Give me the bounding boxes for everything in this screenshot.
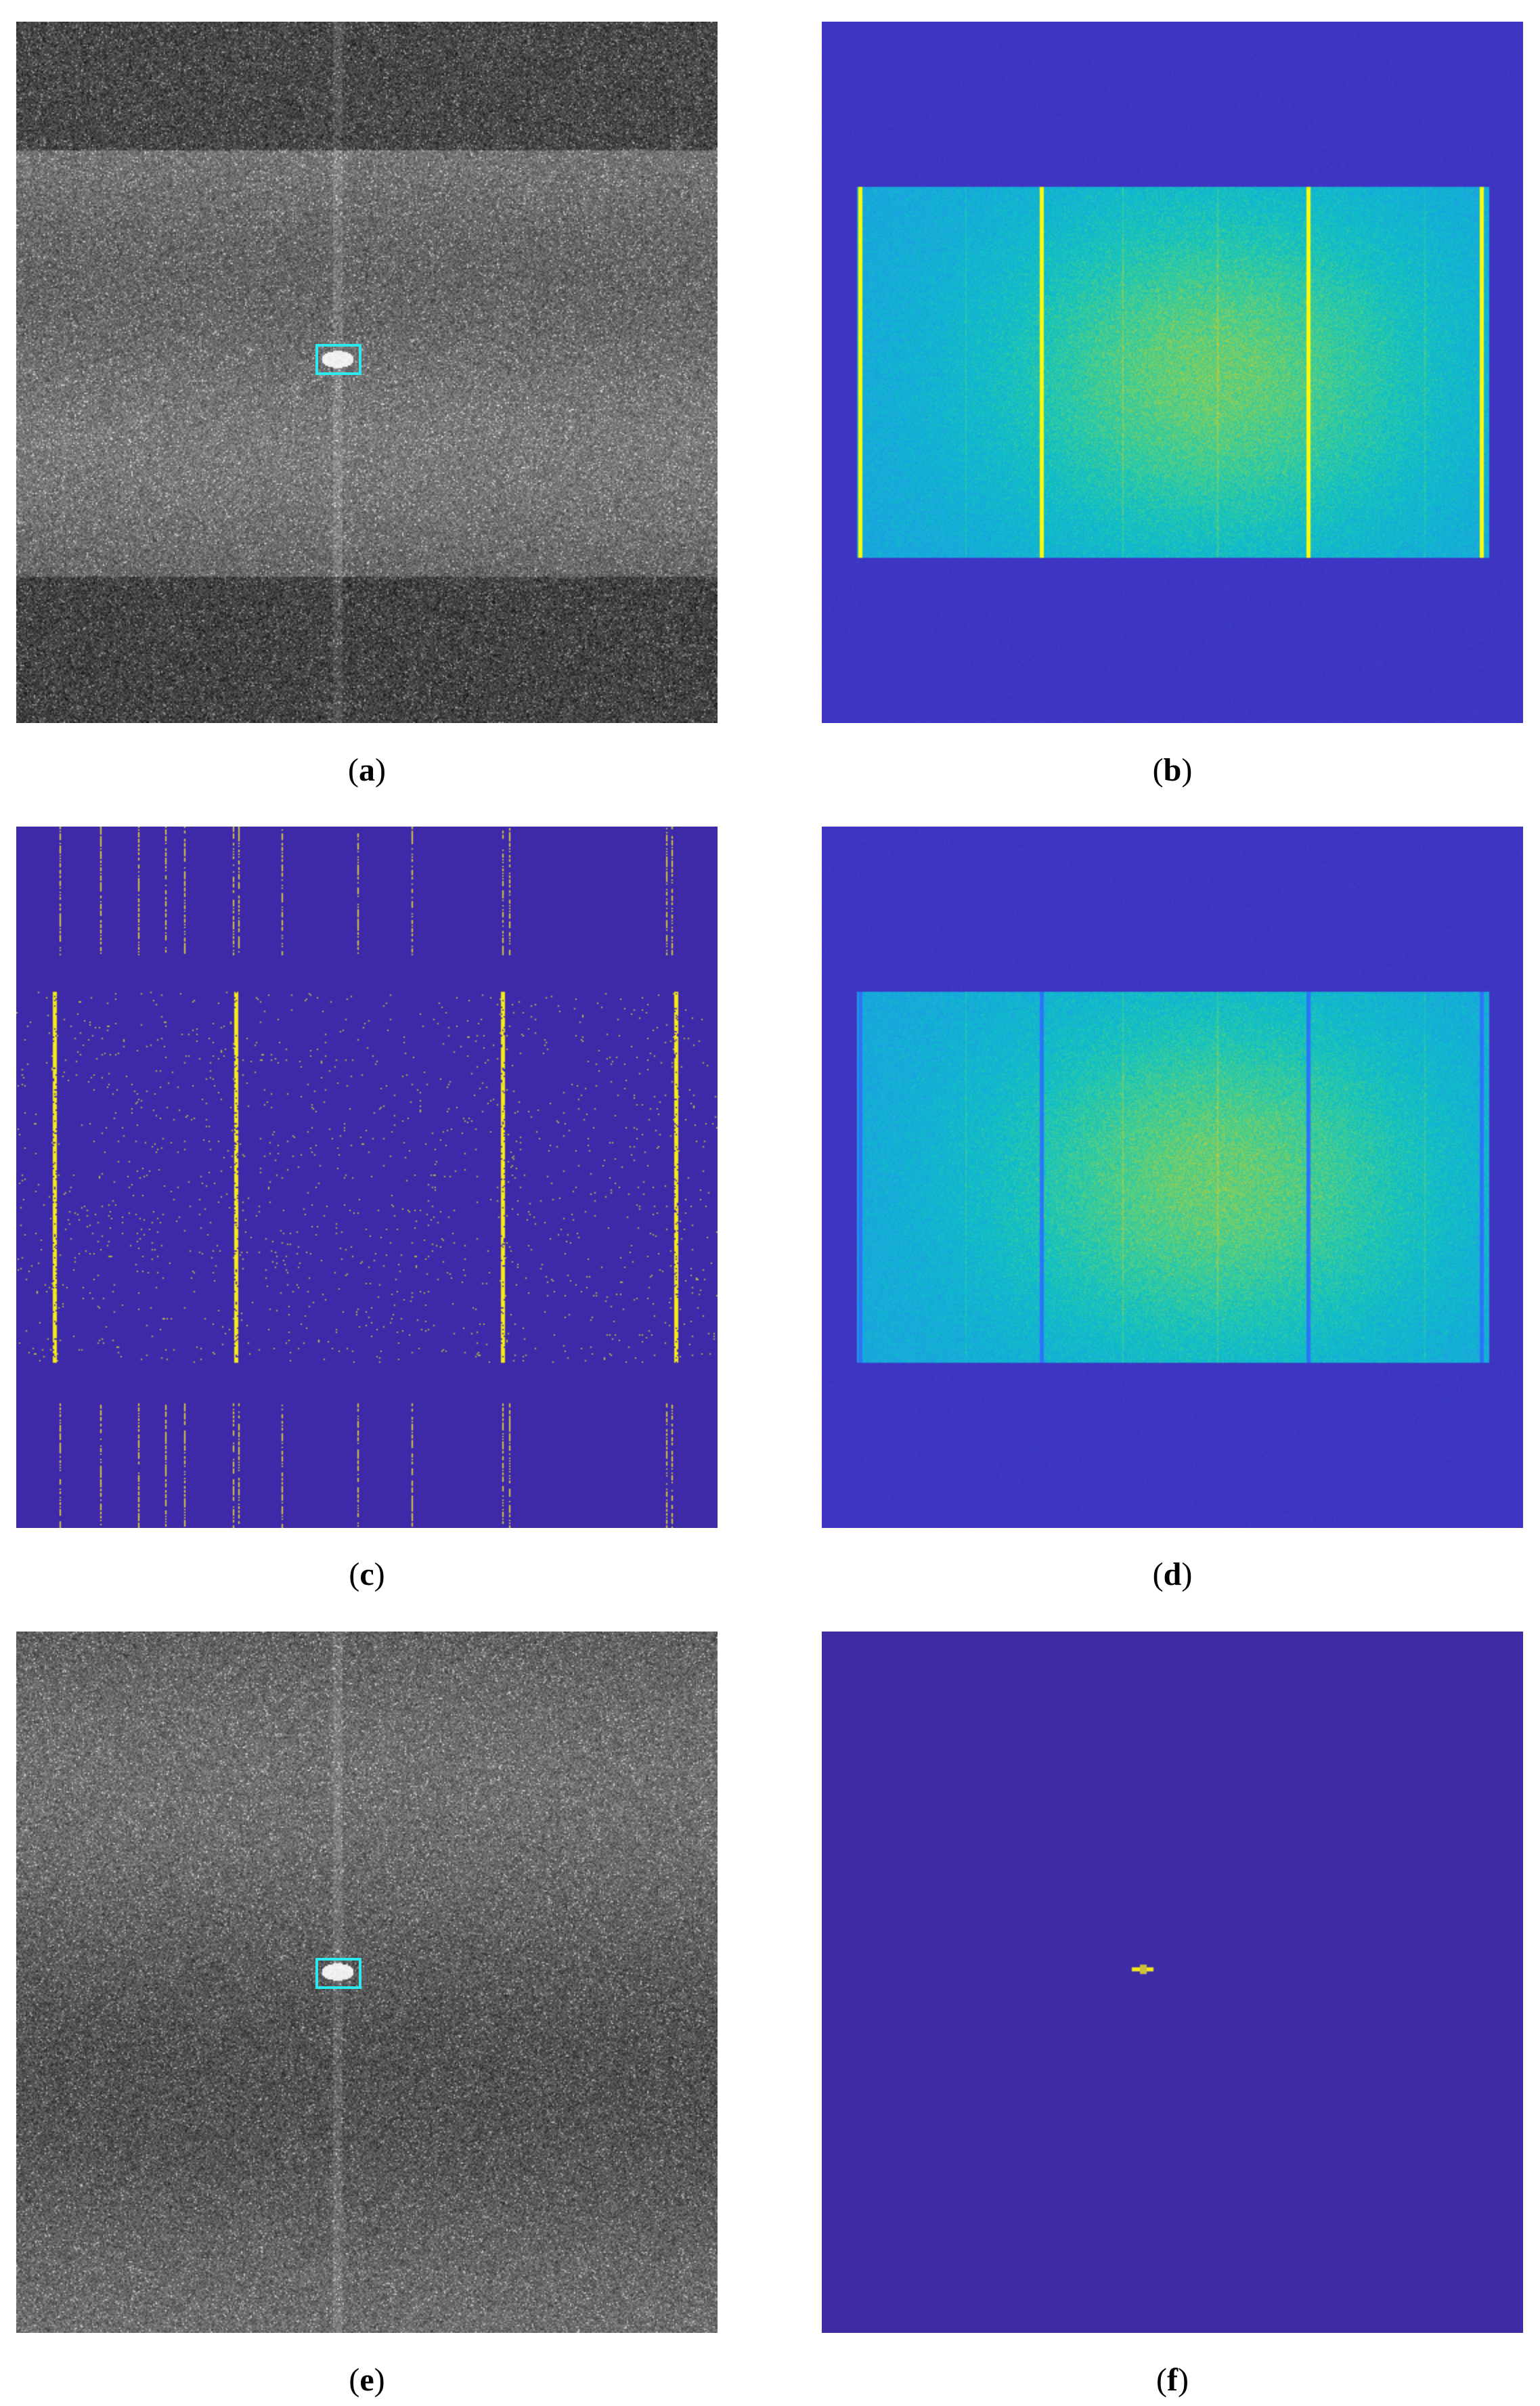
target-detection-box xyxy=(315,1958,361,1989)
panel-e-sar-image xyxy=(16,1632,718,2333)
panel-d-filtered-spectrum xyxy=(822,827,1523,1528)
sparse-component-canvas xyxy=(16,827,718,1528)
caption-a: (a) xyxy=(348,752,386,788)
sar-image-canvas xyxy=(16,22,718,723)
caption-d: (d) xyxy=(1152,1556,1193,1592)
caption-e: (e) xyxy=(349,2362,385,2398)
target-map-canvas xyxy=(822,1632,1523,2333)
panel-f-target-map xyxy=(822,1632,1523,2333)
caption-b: (b) xyxy=(1152,752,1193,788)
panel-c-sparse-component xyxy=(16,827,718,1528)
target-detection-box xyxy=(315,344,361,375)
spectrum-canvas xyxy=(822,22,1523,723)
filtered-spectrum-canvas xyxy=(822,827,1523,1528)
sar-image-canvas xyxy=(16,1632,718,2333)
caption-c: (c) xyxy=(349,1556,385,1592)
panel-b-spectrum xyxy=(822,22,1523,723)
panel-a-sar-image xyxy=(16,22,718,723)
caption-f: (f) xyxy=(1156,2362,1189,2398)
